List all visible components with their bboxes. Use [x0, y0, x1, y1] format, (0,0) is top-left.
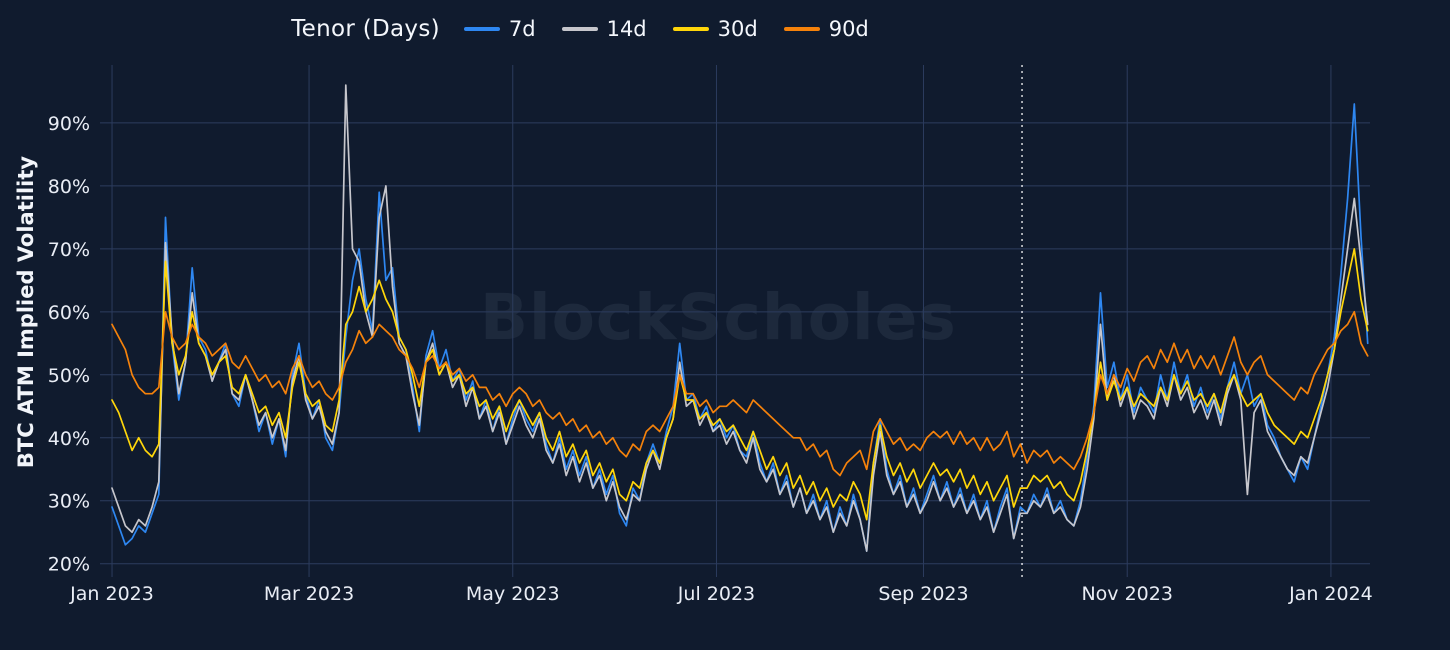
x-tick-label: Jan 2023 — [69, 583, 154, 605]
legend-label-7d: 7d — [508, 17, 536, 41]
legend-items: 7d 14d 30d 90d — [463, 17, 869, 41]
y-tick-label: 30% — [48, 491, 90, 513]
y-tick-label: 80% — [48, 176, 90, 198]
legend-label-14d: 14d — [606, 17, 647, 41]
x-tick-label: Jul 2023 — [677, 583, 755, 605]
x-tick-label: Sep 2023 — [878, 583, 968, 605]
legend-item-30d[interactable]: 30d — [672, 17, 758, 41]
legend-label-90d: 90d — [828, 17, 869, 41]
gridlines: 20% 30% 40% 50% 60% 70% 80% 90% Jan 2023 Mar 2023… — [48, 65, 1373, 605]
series-line-30d[interactable] — [111, 248, 1369, 521]
x-tick-label: Jan 2024 — [1288, 583, 1373, 605]
series-line-90d[interactable] — [111, 310, 1369, 477]
x-tick-label: Mar 2023 — [264, 583, 354, 605]
legend-swatch-7d — [463, 27, 500, 31]
y-tick-label: 20% — [48, 554, 90, 576]
legend-swatch-30d — [672, 27, 709, 31]
x-tick-label: May 2023 — [466, 583, 560, 605]
y-tick-label: 90% — [48, 113, 90, 135]
legend-swatch-14d — [561, 27, 598, 31]
legend-item-7d[interactable]: 7d — [463, 17, 536, 41]
legend-title: Tenor (Days) — [291, 16, 440, 42]
y-tick-label: 50% — [48, 365, 90, 387]
legend-item-14d[interactable]: 14d — [561, 17, 647, 41]
y-tick-label: 70% — [48, 239, 90, 261]
y-tick-label: 40% — [48, 428, 90, 450]
legend-label-30d: 30d — [717, 17, 758, 41]
legend-item-90d[interactable]: 90d — [783, 17, 869, 41]
legend-swatch-90d — [783, 27, 820, 31]
x-tick-label: Nov 2023 — [1081, 583, 1172, 605]
chart-legend: Tenor (Days) 7d 14d 30d 90d — [30, 16, 1130, 42]
series-line-7d[interactable] — [111, 103, 1369, 552]
y-tick-label: 60% — [48, 302, 90, 324]
series-line-14d[interactable] — [111, 84, 1369, 552]
